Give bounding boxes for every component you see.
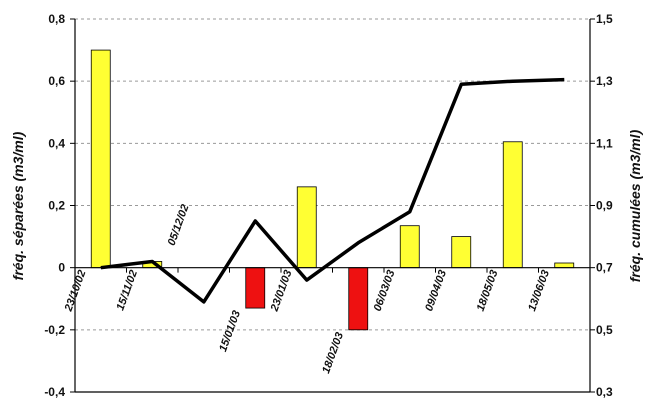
right-tick-label: 0,9 [596, 199, 613, 213]
cumulative-line [100, 77, 565, 304]
left-tick-labels: -0,4 -0,2 0 0,2 0,4 0,6 0,8 [44, 12, 65, 399]
left-axis-title: fréq. séparées (m3/ml) [10, 131, 26, 280]
bar [399, 225, 420, 269]
category-label: 18/05/03 [475, 269, 501, 313]
left-tick-label: 0 [58, 261, 65, 275]
category-label: 15/01/03 [217, 309, 243, 353]
right-tick-labels: 0,3 0,5 0,7 0,9 1,1 1,3 1,5 [596, 12, 613, 399]
right-tick-label: 0,3 [596, 385, 613, 399]
left-tick-label: -0,4 [44, 385, 65, 399]
category-label: 23/01/03 [268, 269, 294, 314]
category-label: 09/04/03 [423, 269, 449, 313]
bar [554, 262, 575, 269]
category-label: 23/10/02 [62, 269, 88, 314]
bar [502, 141, 523, 269]
right-tick-label: 0,5 [596, 323, 613, 337]
bar [296, 186, 317, 269]
right-tick-label: 1,1 [596, 136, 613, 150]
left-tick-label: 0,2 [48, 199, 65, 213]
category-label: 15/11/02 [114, 269, 140, 313]
left-tick-label: 0,6 [48, 74, 65, 88]
right-tick-label: 1,3 [596, 74, 613, 88]
bar-series [90, 49, 575, 331]
bar [245, 267, 266, 309]
bar [451, 236, 472, 269]
category-label: 13/06/03 [526, 269, 552, 313]
right-axis-title: fréq. cumulées (m3/ml) [627, 129, 643, 282]
left-tick-label: 0,8 [48, 12, 65, 26]
category-label: 05/12/02 [166, 203, 192, 247]
left-tick-label: 0,4 [48, 136, 65, 150]
right-tick-label: 1,5 [596, 12, 613, 26]
bar [348, 267, 369, 331]
right-tick-label: 0,7 [596, 261, 613, 275]
cumulative-line-series [100, 77, 565, 304]
left-tick-label: -0,2 [44, 323, 65, 337]
bar [90, 49, 111, 269]
category-label: 18/02/03 [320, 331, 346, 375]
gridlines [75, 18, 590, 331]
category-label: 06/03/03 [372, 269, 398, 313]
